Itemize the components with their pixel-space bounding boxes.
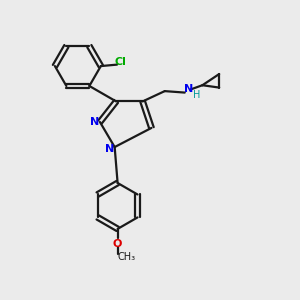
Text: H: H [194,90,201,100]
Text: N: N [184,84,193,94]
Text: N: N [105,143,114,154]
Text: N: N [90,117,99,127]
Text: O: O [113,238,122,249]
Text: CH₃: CH₃ [117,252,136,262]
Text: Cl: Cl [114,57,126,67]
